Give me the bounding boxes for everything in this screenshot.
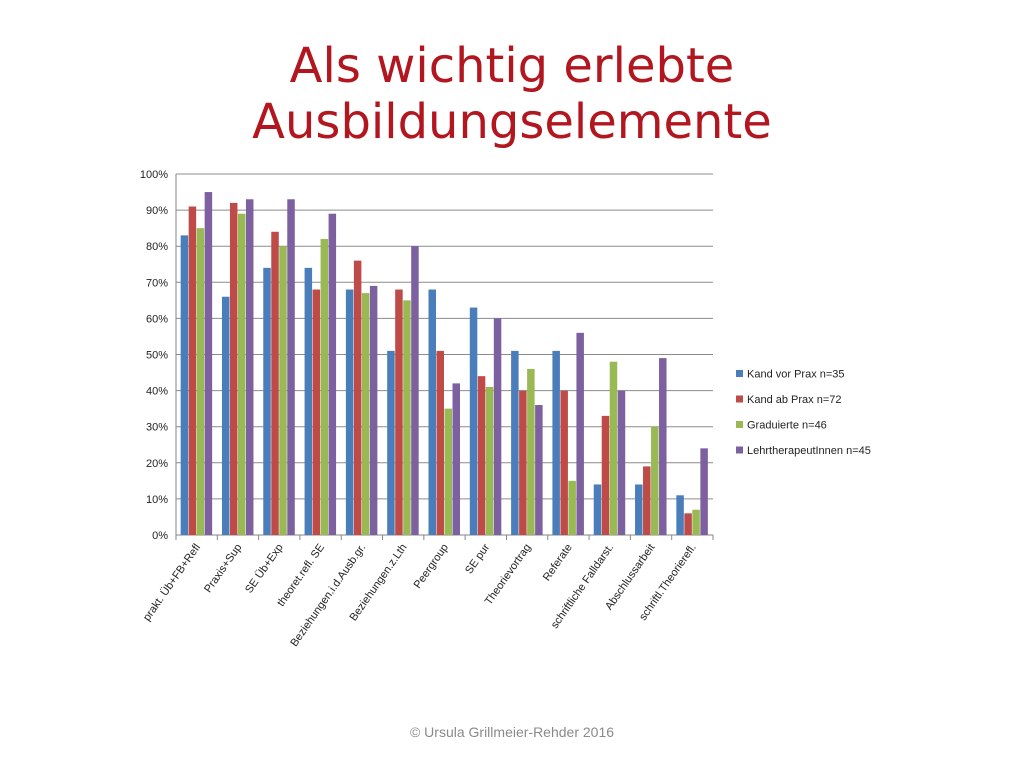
bar bbox=[552, 350, 560, 535]
bar bbox=[527, 368, 535, 535]
legend-swatch bbox=[736, 446, 743, 454]
chart-bars bbox=[180, 192, 708, 536]
y-tick-label: 80% bbox=[146, 241, 168, 253]
bar bbox=[609, 361, 618, 535]
bar bbox=[436, 350, 444, 535]
bar bbox=[263, 267, 271, 535]
x-category-label: Referate bbox=[541, 542, 575, 583]
x-category-label: Beziehungen.i.d.Ausb.gr. bbox=[288, 542, 368, 649]
legend-swatch bbox=[736, 370, 743, 377]
legend-swatch bbox=[736, 421, 743, 428]
bar bbox=[692, 509, 700, 535]
bar bbox=[196, 228, 205, 535]
bar bbox=[204, 192, 213, 536]
bar bbox=[617, 390, 626, 535]
bar bbox=[411, 246, 419, 535]
bar bbox=[568, 480, 576, 535]
bar bbox=[221, 296, 230, 535]
bar bbox=[452, 383, 460, 535]
bar bbox=[593, 484, 602, 535]
legend-swatch bbox=[736, 395, 743, 403]
bar bbox=[428, 289, 436, 535]
y-tick-label: 40% bbox=[146, 386, 168, 398]
bar bbox=[511, 350, 519, 535]
bar bbox=[229, 202, 238, 535]
bar bbox=[684, 513, 692, 535]
y-tick-label: 70% bbox=[146, 277, 168, 289]
y-tick-label: 50% bbox=[146, 350, 168, 362]
legend-label: Kand ab Prax n=72 bbox=[747, 394, 842, 406]
bar bbox=[643, 466, 651, 535]
bar bbox=[403, 300, 411, 535]
bar bbox=[271, 231, 279, 535]
y-tick-label: 20% bbox=[146, 458, 168, 470]
bar bbox=[469, 307, 478, 535]
bar bbox=[700, 448, 708, 535]
bar bbox=[635, 484, 643, 535]
bar bbox=[369, 285, 378, 535]
slide-title: Als wichtig erlebte Ausbildungselemente bbox=[0, 38, 1024, 150]
bar bbox=[560, 390, 568, 535]
bar bbox=[320, 238, 329, 536]
x-category-label: Peergroup bbox=[412, 542, 451, 591]
bar bbox=[444, 408, 452, 535]
bar bbox=[395, 289, 403, 535]
chart-legend: Kand vor Prax n=35 Kand ab Prax n=72 Gradu… bbox=[736, 369, 871, 457]
bar bbox=[312, 289, 321, 535]
bar bbox=[279, 246, 287, 535]
bar bbox=[576, 332, 584, 535]
bar bbox=[519, 390, 527, 535]
bar bbox=[485, 386, 494, 535]
y-tick-label: 10% bbox=[146, 494, 168, 506]
x-category-label: Praxis+Sup bbox=[202, 542, 244, 595]
x-category-label: prakt. Üb+FB+Refl bbox=[141, 542, 203, 624]
bar bbox=[493, 318, 502, 535]
bar bbox=[353, 260, 362, 535]
y-tick-label: 30% bbox=[146, 422, 168, 434]
y-tick-label: 0% bbox=[152, 530, 168, 542]
bar bbox=[345, 289, 354, 535]
x-category-label: SE Üb+Exp bbox=[243, 542, 286, 596]
bar bbox=[188, 206, 197, 536]
slide-title-line-2: Ausbildungselemente bbox=[252, 94, 772, 150]
bar bbox=[601, 415, 610, 535]
y-tick-label: 100% bbox=[140, 169, 168, 181]
bar bbox=[535, 405, 543, 535]
legend-label: LehrtherapeutInnen n=45 bbox=[747, 445, 871, 457]
x-category-label: Theorievortrag bbox=[483, 542, 534, 607]
slide-title-line-1: Als wichtig erlebte bbox=[289, 38, 735, 94]
x-category-label: SE pur bbox=[463, 542, 492, 577]
legend-label: Graduierte n=46 bbox=[747, 420, 827, 432]
bar bbox=[328, 213, 337, 535]
bar bbox=[676, 495, 684, 535]
y-tick-label: 90% bbox=[146, 205, 168, 217]
copyright-footer: © Ursula Grillmeier-Rehder 2016 bbox=[409, 724, 615, 740]
bar bbox=[287, 199, 295, 535]
bar bbox=[651, 426, 659, 535]
bar bbox=[659, 358, 667, 535]
bar bbox=[361, 293, 370, 535]
y-tick-label: 60% bbox=[146, 313, 168, 325]
bar bbox=[304, 267, 313, 535]
bar bbox=[237, 213, 246, 535]
bar bbox=[180, 235, 189, 535]
legend-label: Kand vor Prax n=35 bbox=[747, 369, 845, 381]
bar bbox=[387, 350, 395, 535]
bar bbox=[477, 376, 486, 535]
bar bbox=[245, 199, 254, 535]
